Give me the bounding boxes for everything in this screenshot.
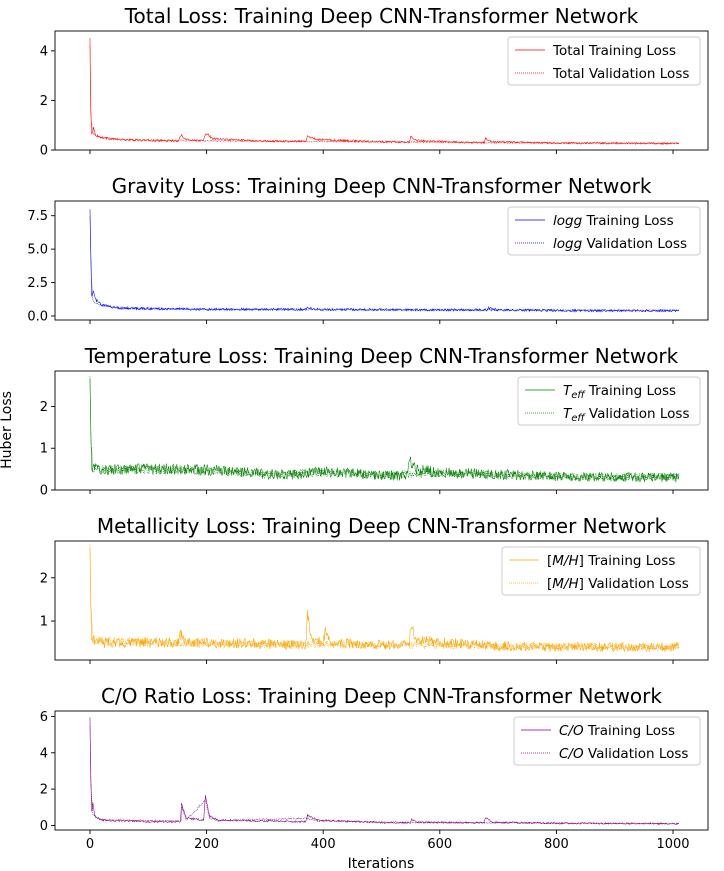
subplot-title: C/O Ratio Loss: Training Deep CNN-Transf… bbox=[101, 684, 662, 708]
x-tick-label: 800 bbox=[544, 837, 569, 852]
y-tick-label: 1 bbox=[40, 442, 48, 457]
legend-label: Total Validation Loss bbox=[552, 66, 689, 82]
y-tick-label: 5.0 bbox=[27, 243, 48, 258]
y-tick-label: 2.5 bbox=[27, 276, 48, 291]
series-line-val bbox=[89, 216, 680, 312]
x-tick-label: 400 bbox=[311, 837, 336, 852]
y-tick-label: 2 bbox=[40, 400, 48, 415]
subplot-4: Metallicity Loss: Training Deep CNN-Tran… bbox=[40, 514, 709, 664]
legend-box bbox=[517, 376, 701, 426]
legend-label: logg Validation Loss bbox=[553, 236, 687, 252]
axes-frame bbox=[54, 370, 709, 491]
legend-label: [M/H] Validation Loss bbox=[547, 576, 689, 592]
legend: logg Training Loss logg Validation Loss bbox=[507, 206, 701, 256]
legend: [M/H] Training Loss [M/H] Validation Loss bbox=[501, 546, 701, 596]
figure-ylabel: Huber Loss bbox=[0, 391, 15, 469]
legend-box bbox=[507, 206, 701, 256]
subplot-title: Gravity Loss: Training Deep CNN-Transfor… bbox=[112, 174, 652, 198]
y-tick-label: 4 bbox=[40, 746, 48, 761]
axes-frame bbox=[54, 30, 709, 151]
legend-box bbox=[501, 546, 701, 596]
x-tick-label: 200 bbox=[194, 837, 219, 852]
legend-box bbox=[507, 36, 701, 86]
subplot-3: Temperature Loss: Training Deep CNN-Tran… bbox=[40, 344, 709, 499]
y-tick-label: 0.0 bbox=[27, 309, 48, 324]
legend: Teff Training Loss Teff Validation Loss bbox=[517, 376, 701, 426]
subplot-title: Total Loss: Training Deep CNN-Transforme… bbox=[124, 4, 639, 28]
legend: Total Training Loss Total Validation Loss bbox=[507, 36, 701, 86]
subplot-title: Metallicity Loss: Training Deep CNN-Tran… bbox=[97, 514, 667, 538]
x-tick-label: 600 bbox=[427, 837, 452, 852]
x-tick-label: 1000 bbox=[656, 837, 689, 852]
y-tick-label: 4 bbox=[40, 44, 48, 59]
y-tick-label: 7.5 bbox=[27, 209, 48, 224]
y-tick-label: 0 bbox=[40, 819, 48, 834]
axes-frame bbox=[54, 540, 709, 661]
y-tick-label: 2 bbox=[40, 94, 48, 109]
series-line-val bbox=[89, 726, 680, 825]
legend-label: Teff Validation Loss bbox=[563, 406, 689, 424]
axes-frame bbox=[54, 200, 709, 321]
series-line-val bbox=[89, 544, 680, 652]
y-tick-label: 1 bbox=[40, 615, 48, 630]
legend-label: [M/H] Training Loss bbox=[547, 553, 675, 569]
figure-xlabel: Iterations bbox=[348, 856, 415, 871]
subplot-2: Gravity Loss: Training Deep CNN-Transfor… bbox=[27, 174, 709, 324]
legend: C/O Training Loss C/O Validation Loss bbox=[513, 716, 701, 766]
axes-frame bbox=[54, 710, 709, 831]
legend-label: logg Training Loss bbox=[553, 213, 674, 229]
legend-label: Total Training Loss bbox=[552, 43, 676, 59]
y-tick-label: 0 bbox=[40, 144, 48, 159]
series-line-train bbox=[89, 38, 680, 146]
subplot-title: Temperature Loss: Training Deep CNN-Tran… bbox=[84, 344, 679, 368]
y-tick-label: 2 bbox=[40, 571, 48, 586]
series-line-train bbox=[89, 717, 680, 825]
legend-label: C/O Training Loss bbox=[559, 723, 675, 739]
legend-label: C/O Validation Loss bbox=[559, 746, 688, 762]
y-tick-label: 2 bbox=[40, 783, 48, 798]
y-tick-label: 6 bbox=[40, 710, 48, 725]
legend-box bbox=[513, 716, 701, 766]
y-tick-label: 0 bbox=[40, 484, 48, 499]
legend-label: Teff Training Loss bbox=[563, 383, 676, 401]
series-line-val bbox=[89, 45, 679, 145]
series-line-train bbox=[89, 547, 680, 653]
series-line-val bbox=[89, 376, 680, 482]
x-tick-label: 0 bbox=[86, 837, 94, 852]
subplot-5: C/O Ratio Loss: Training Deep CNN-Transf… bbox=[40, 684, 709, 852]
subplot-1: Total Loss: Training Deep CNN-Transforme… bbox=[40, 4, 709, 159]
